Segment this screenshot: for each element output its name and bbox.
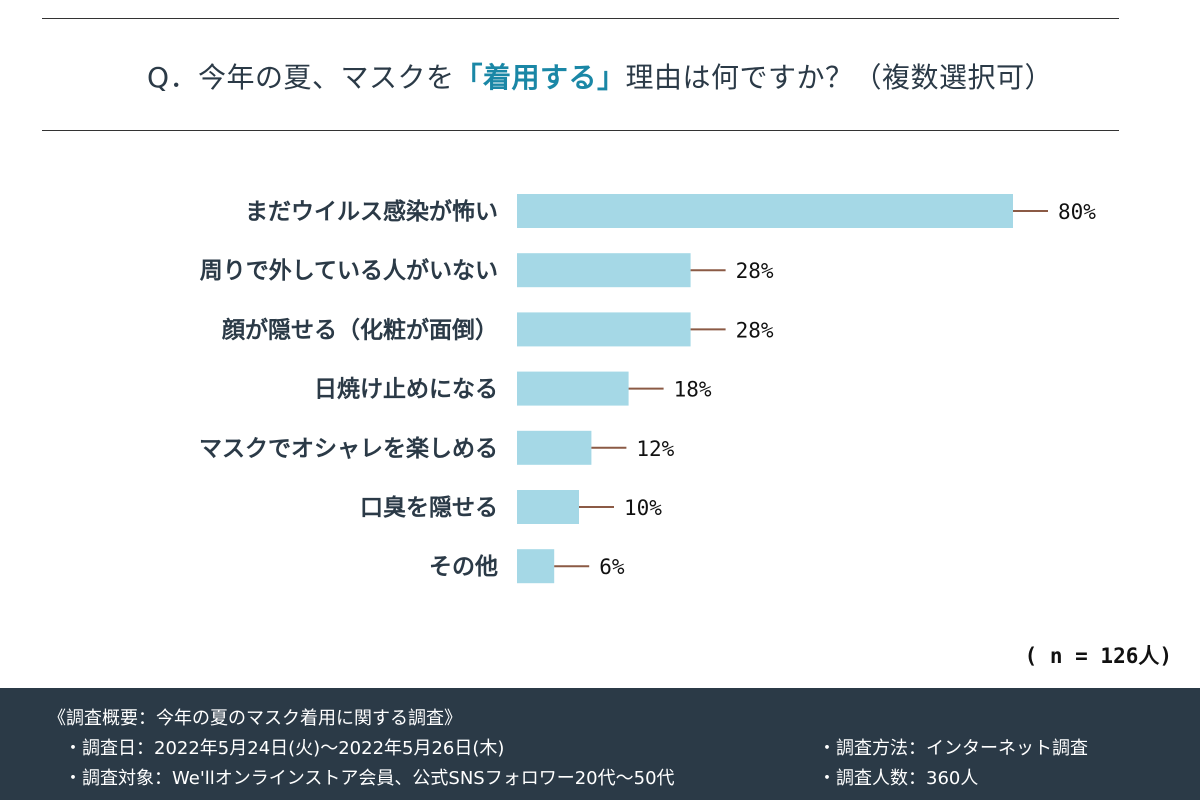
category-label: まだウイルス感染が怖い [245, 198, 498, 225]
value-label: 80% [1058, 200, 1096, 224]
title-highlight: 「着用する」 [454, 61, 626, 94]
bar [517, 312, 691, 347]
chart-title: Q．今年の夏、マスクを「着用する」理由は何ですか？（複数選択可） [0, 56, 1200, 96]
category-label: 顔が隠せる（化粧が面倒） [221, 316, 498, 343]
title-prefix: Q．今年の夏、マスクを [146, 61, 455, 94]
footer-survey-method: ・調査方法：インターネット調査 [818, 738, 1088, 759]
value-label: 10% [624, 496, 662, 520]
title-suffix: 理由は何ですか？（複数選択可） [625, 61, 1054, 94]
top-rule [42, 18, 1119, 19]
category-label: 周りで外している人がいない [200, 257, 498, 284]
category-label: マスクでオシャレを楽しめる [199, 435, 498, 462]
footer-survey-date: ・調査日：2022年5月24日(火)〜2022年5月26日(木) [64, 738, 505, 759]
value-label: 28% [736, 318, 774, 342]
bar [517, 371, 629, 406]
bar [517, 549, 555, 584]
footer-heading: 《調査概要：今年の夏のマスク着用に関する調査》 [48, 708, 462, 729]
bar [517, 194, 1013, 228]
sample-size-label: ( n = 126人) [1024, 644, 1172, 668]
footer-survey-count: ・調査人数：360人 [818, 768, 979, 789]
value-label: 6% [599, 555, 625, 579]
category-label: 日焼け止めになる [314, 376, 498, 403]
bar [517, 253, 691, 288]
bar [517, 430, 592, 465]
category-label: 口臭を隠せる [360, 495, 498, 521]
category-label: その他 [429, 554, 498, 580]
title-bottom-rule [42, 130, 1119, 131]
bar [517, 490, 579, 524]
survey-footer: 《調査概要：今年の夏のマスク着用に関する調査》 ・調査日：2022年5月24日(… [0, 688, 1200, 800]
bar-chart: まだウイルス感染が怖い 80% 周りで外している人がいない 28% 顔が隠せる（化粧が面… [199, 194, 1096, 584]
value-label: 18% [674, 378, 712, 402]
footer-survey-target: ・調査対象：We'llオンラインストア会員、公式SNSフォロワー20代〜50代 [64, 768, 675, 789]
value-label: 12% [636, 437, 674, 461]
value-label: 28% [736, 259, 774, 283]
